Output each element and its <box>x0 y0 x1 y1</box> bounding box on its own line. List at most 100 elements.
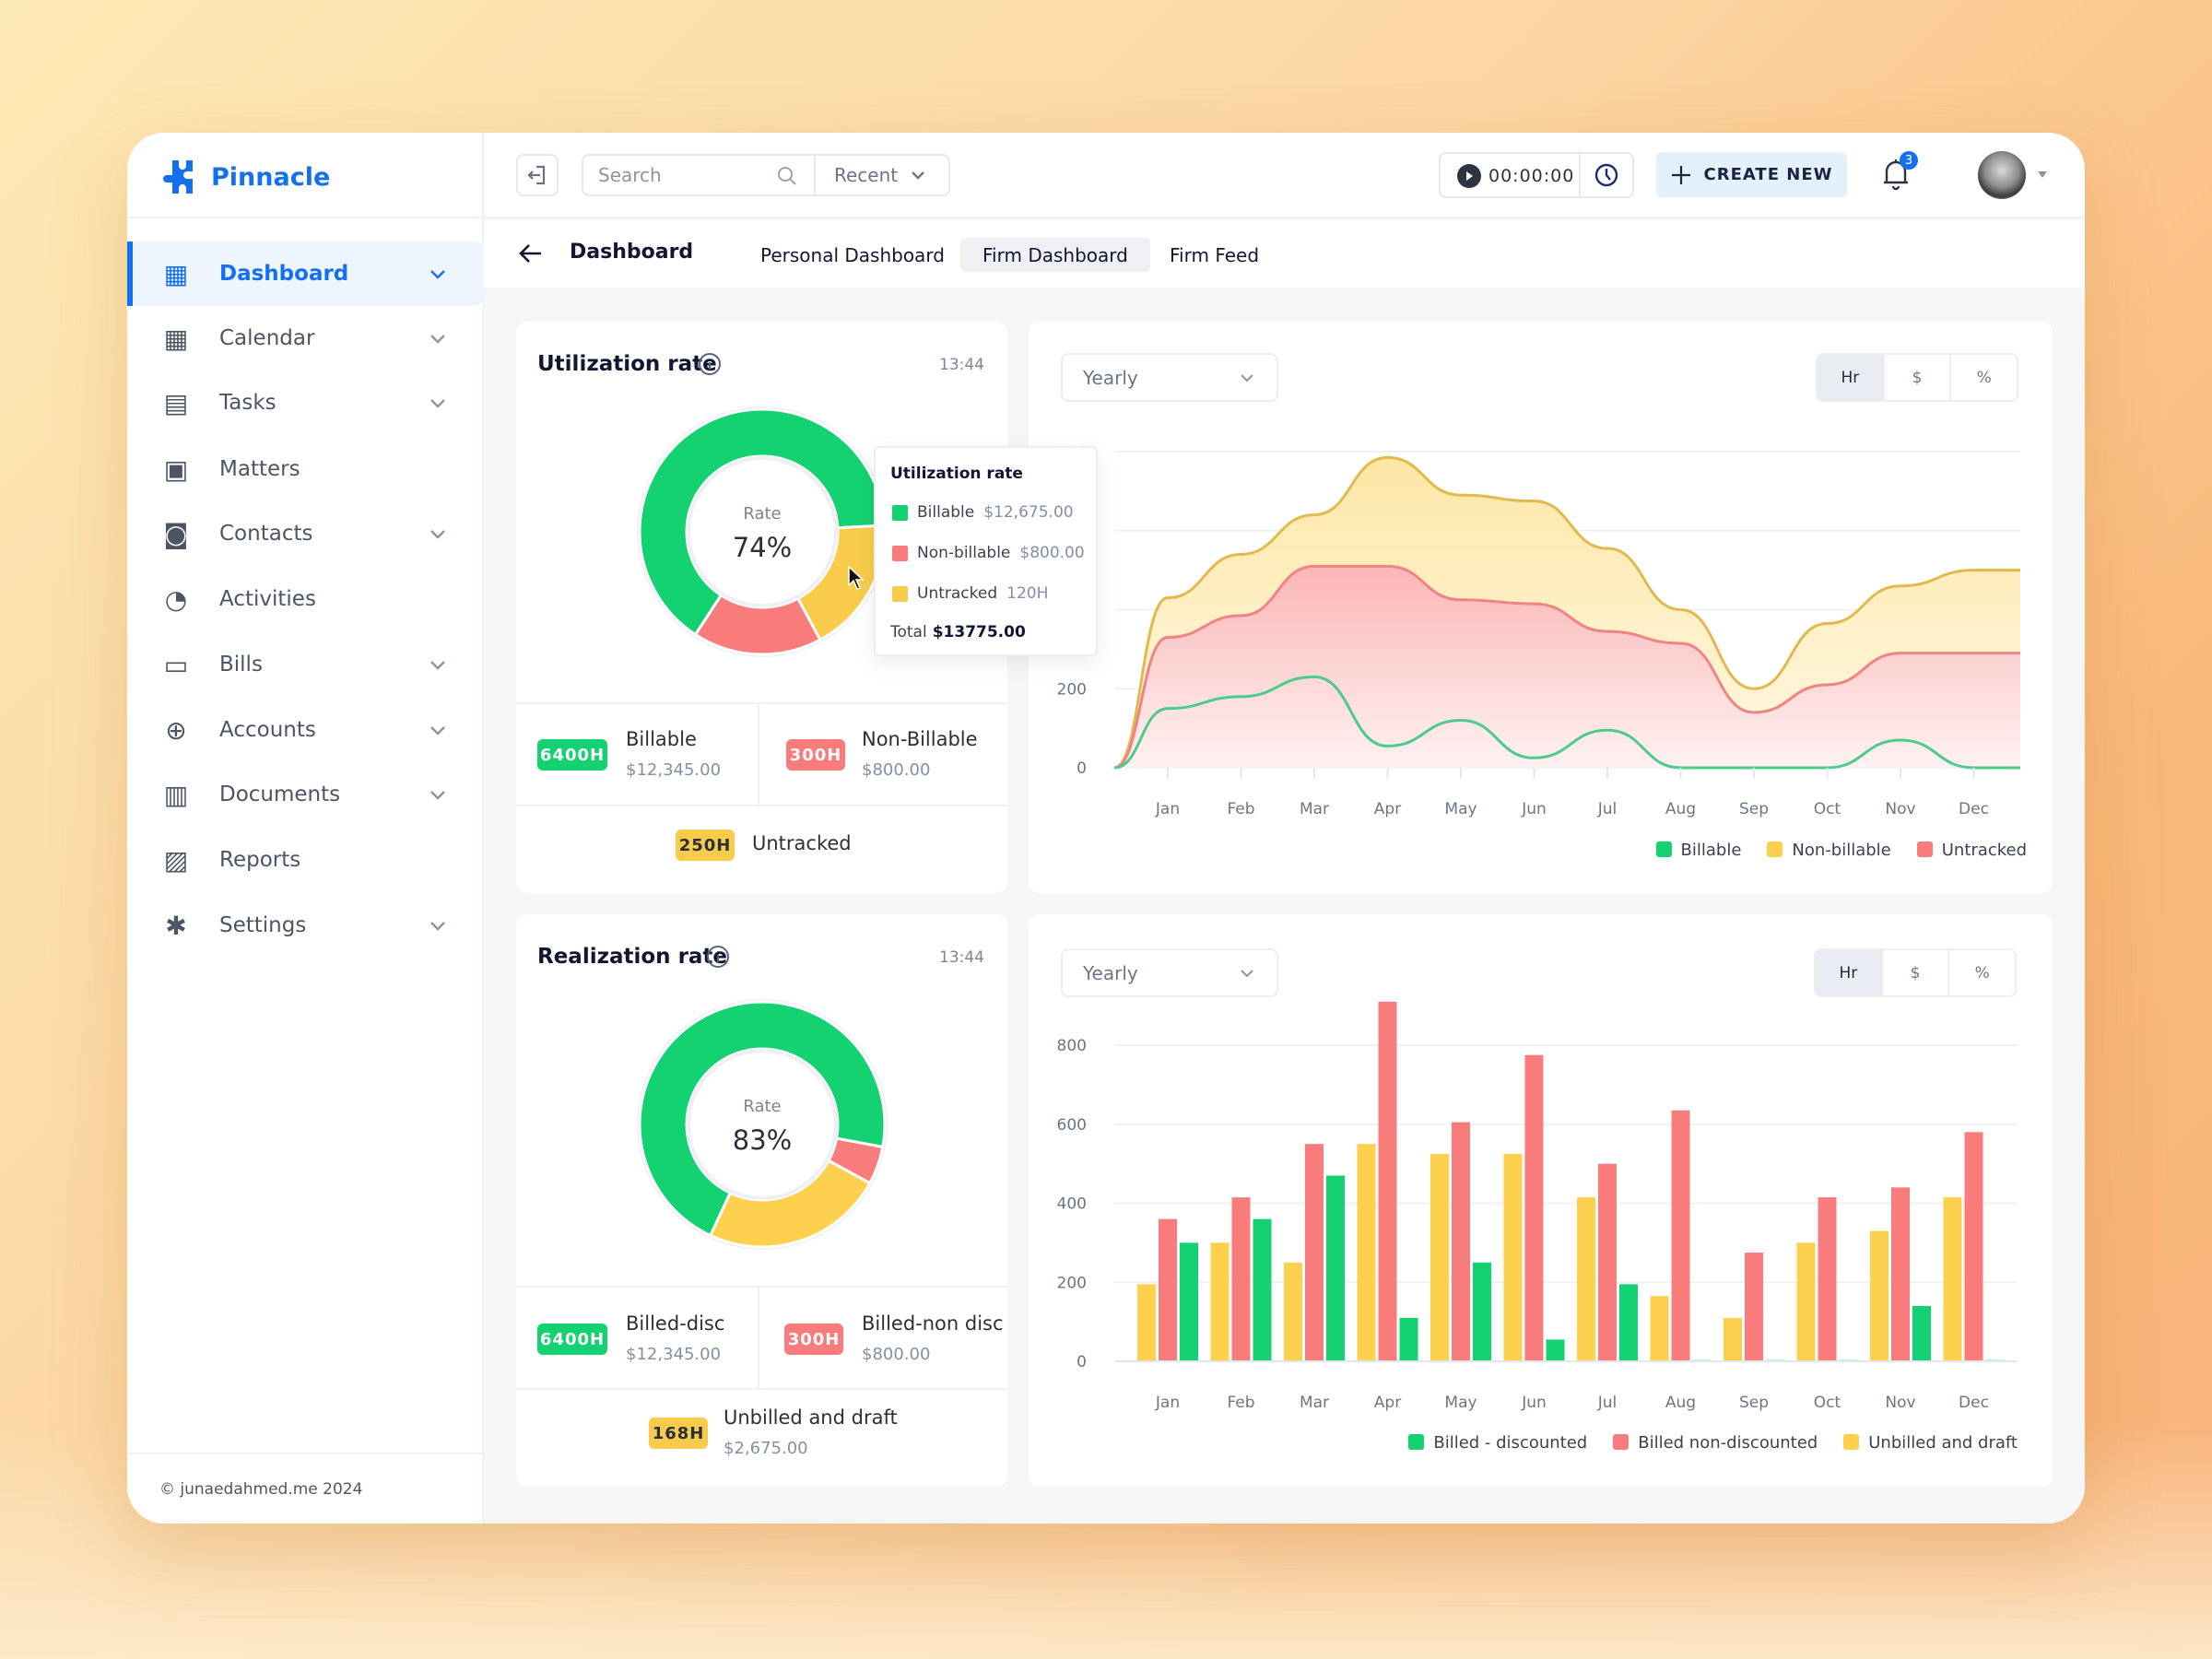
legend-item-billed-discounted[interactable]: Billed - discounted <box>1408 1433 1587 1453</box>
bar-jul-billed-discounted[interactable] <box>1619 1284 1638 1361</box>
sidebar-item-bills[interactable]: ▭ Bills <box>127 632 484 697</box>
series-line-untracked[interactable] <box>1113 564 2020 770</box>
chevron-down-icon[interactable] <box>429 921 446 931</box>
unit-dollar-button[interactable]: $ <box>1880 950 1948 995</box>
bar-may-billed-discounted[interactable] <box>1473 1262 1491 1361</box>
bar-nov-billed-non-discounted[interactable] <box>1891 1187 1910 1361</box>
bar-feb-billed-non-discounted[interactable] <box>1231 1197 1251 1361</box>
sidebar-item-label: Activities <box>219 587 316 611</box>
caret-down-icon[interactable] <box>2038 171 2047 178</box>
chevron-down-icon[interactable] <box>429 529 446 539</box>
bar-jun-billed-discounted[interactable] <box>1546 1339 1565 1361</box>
series-line-non-billable[interactable] <box>1113 455 2020 770</box>
bar-feb-billed-discounted[interactable] <box>1253 1218 1272 1361</box>
bar-mar-unbilled-and-draft[interactable] <box>1284 1262 1302 1361</box>
bar-jun-billed-non-discounted[interactable] <box>1524 1054 1544 1361</box>
logo[interactable]: Pinnacle <box>159 159 330 195</box>
sidebar-item-tasks[interactable]: ▤ Tasks <box>127 371 484 435</box>
recent-dropdown[interactable]: Recent <box>816 156 950 194</box>
app-window: Pinnacle ▦ Dashboard ▦ Calendar ▤ Tasks … <box>127 133 2085 1524</box>
recent-label: Recent <box>834 164 899 186</box>
series-line-billable[interactable] <box>1113 675 2020 770</box>
user-avatar[interactable] <box>1978 151 2026 199</box>
bar-jul-billed-non-discounted[interactable] <box>1598 1163 1617 1361</box>
legend-item-billed-non-discounted[interactable]: Billed non-discounted <box>1613 1433 1818 1453</box>
unit-dollar-button[interactable]: $ <box>1882 355 1950 400</box>
bar-may-unbilled-and-draft[interactable] <box>1430 1153 1449 1361</box>
period-dropdown[interactable]: Yearly <box>1061 948 1278 997</box>
billed-disc-label: Billed-disc <box>626 1312 725 1335</box>
chevron-down-icon[interactable] <box>429 660 446 670</box>
bar-jun-unbilled-and-draft[interactable] <box>1503 1153 1523 1361</box>
bar-nov-billed-discounted[interactable] <box>1912 1305 1931 1361</box>
bar-sep-billed-non-discounted[interactable] <box>1745 1253 1763 1361</box>
unit-percent-button[interactable]: % <box>1949 355 2017 400</box>
bar-oct-billed-non-discounted[interactable] <box>1818 1197 1837 1361</box>
legend-item-untracked[interactable]: Untracked <box>1916 841 2027 860</box>
tab-firm-feed[interactable]: Firm Feed <box>1170 238 1259 272</box>
timer-start-button[interactable]: 00:00:00 <box>1457 164 1574 188</box>
clock-icon[interactable] <box>1594 163 1618 187</box>
bar-sep-unbilled-and-draft[interactable] <box>1724 1317 1742 1361</box>
bar-aug-billed-non-discounted[interactable] <box>1671 1110 1690 1361</box>
non-billable-amount: $800.00 <box>862 760 931 780</box>
bar-jan-billed-discounted[interactable] <box>1180 1242 1198 1361</box>
chevron-down-icon[interactable] <box>429 269 446 279</box>
bar-aug-unbilled-and-draft[interactable] <box>1650 1296 1669 1361</box>
sidebar-item-reports[interactable]: ▨ Reports <box>127 828 484 892</box>
unit-hr-button[interactable]: Hr <box>1818 355 1883 400</box>
unit-hr-button[interactable]: Hr <box>1816 950 1881 995</box>
period-dropdown[interactable]: Yearly <box>1061 353 1278 402</box>
tab-firm-dashboard[interactable]: Firm Dashboard <box>960 238 1150 272</box>
tab-personal-dashboard[interactable]: Personal Dashboard <box>760 238 945 272</box>
bar-may-billed-non-discounted[interactable] <box>1452 1122 1470 1361</box>
chevron-down-icon[interactable] <box>429 790 446 800</box>
sidebar-item-settings[interactable]: ✱ Settings <box>127 893 484 958</box>
create-new-button[interactable]: CREATE NEW <box>1656 152 1847 197</box>
info-icon[interactable] <box>706 945 730 969</box>
bar-dec-unbilled-and-draft[interactable] <box>1943 1197 1962 1361</box>
collapse-sidebar-button[interactable] <box>516 154 559 196</box>
unit-percent-button[interactable]: % <box>1947 950 2015 995</box>
bar-apr-billed-non-discounted[interactable] <box>1378 1001 1397 1361</box>
bar-apr-billed-discounted[interactable] <box>1399 1317 1418 1361</box>
sidebar-item-activities[interactable]: ◔ Activities <box>127 567 484 631</box>
sidebar-item-accounts[interactable]: ⊕ Accounts <box>127 698 484 762</box>
sidebar-item-matters[interactable]: ▣ Matters <box>127 437 484 501</box>
bar-dec-billed-non-discounted[interactable] <box>1964 1132 1983 1361</box>
bar-mar-billed-non-discounted[interactable] <box>1305 1144 1324 1361</box>
bar-oct-unbilled-and-draft[interactable] <box>1796 1242 1816 1361</box>
donut-center-value: 83% <box>732 1124 793 1156</box>
bar-feb-unbilled-and-draft[interactable] <box>1210 1242 1230 1361</box>
bar-jul-unbilled-and-draft[interactable] <box>1577 1197 1595 1361</box>
sidebar-item-documents[interactable]: ▥ Documents <box>127 762 484 827</box>
x-tick-label: May <box>1444 1394 1477 1412</box>
legend-item-unbilled-and-draft[interactable]: Unbilled and draft <box>1843 1433 2018 1453</box>
bar-jan-unbilled-and-draft[interactable] <box>1137 1284 1156 1361</box>
sidebar-item-calendar[interactable]: ▦ Calendar <box>127 306 484 371</box>
bar-jan-billed-non-discounted[interactable] <box>1159 1218 1177 1361</box>
donut-hole <box>687 1049 838 1200</box>
bar-apr-unbilled-and-draft[interactable] <box>1357 1144 1376 1361</box>
search-icon[interactable] <box>777 166 797 186</box>
chevron-down-icon[interactable] <box>429 334 446 344</box>
sidebar-item-dashboard[interactable]: ▦ Dashboard <box>127 241 484 306</box>
notifications-button[interactable]: 3 <box>1881 151 1918 195</box>
sidebar-item-contacts[interactable]: ◙ Contacts <box>127 501 484 566</box>
x-tick-label: Aug <box>1665 800 1696 818</box>
play-icon <box>1457 164 1481 188</box>
legend-item-non-billable[interactable]: Non-billable <box>1767 841 1891 860</box>
info-icon[interactable] <box>698 352 722 376</box>
chevron-down-icon[interactable] <box>429 725 446 735</box>
create-new-label: CREATE NEW <box>1703 165 1833 184</box>
bar-mar-billed-discounted[interactable] <box>1326 1175 1345 1361</box>
x-tick-label: May <box>1444 800 1477 818</box>
divider <box>758 1288 759 1388</box>
bar-nov-unbilled-and-draft[interactable] <box>1870 1230 1888 1361</box>
back-arrow-icon[interactable] <box>519 242 543 265</box>
legend-swatch <box>1613 1434 1630 1450</box>
search-input[interactable]: Search <box>598 164 662 186</box>
legend-swatch <box>892 545 908 561</box>
chevron-down-icon[interactable] <box>429 398 446 408</box>
legend-item-billable[interactable]: Billable <box>1655 841 1741 860</box>
